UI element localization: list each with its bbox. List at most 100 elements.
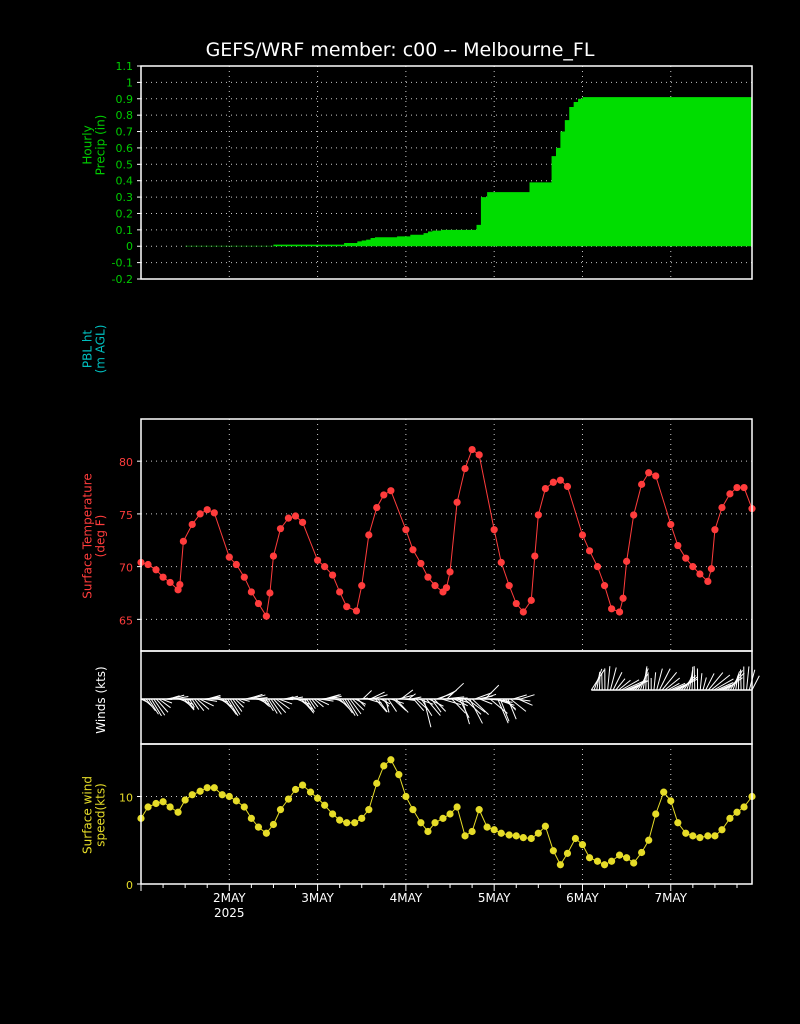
precip-tick-label-7: 0.4 <box>116 175 134 188</box>
temp-point-74 <box>689 563 697 571</box>
precip-tick-label-0: 1.1 <box>116 60 134 73</box>
wind-barb-131 <box>474 692 493 700</box>
speed-point-50 <box>505 831 513 839</box>
speed-point-74 <box>682 829 690 837</box>
speed-point-28 <box>343 819 351 827</box>
temp-point-13 <box>232 560 240 569</box>
wind-barb-east-27 <box>664 677 681 691</box>
precip-tick-label-3: 0.8 <box>116 109 134 122</box>
x-tick-label-3MAY: 3MAY <box>301 891 334 905</box>
speed-point-22 <box>298 781 307 789</box>
wind-barb-3 <box>148 698 159 715</box>
temp-point-45 <box>468 445 476 454</box>
wind-barb-20 <box>191 698 200 710</box>
speed-point-24 <box>313 794 322 802</box>
temp-point-57 <box>556 476 565 484</box>
wind-barb-6 <box>155 698 169 713</box>
wind-barb-99 <box>392 698 407 711</box>
wind-barb-east-12 <box>623 679 646 691</box>
temperature-y-axis-label: Surface Temperature(deg F) <box>81 473 108 599</box>
speed-point-63 <box>600 861 609 869</box>
precip-tick-label-10: 0.1 <box>116 224 134 237</box>
speed-point-81 <box>733 808 741 816</box>
speed-point-7 <box>188 791 196 799</box>
temp-point-43 <box>453 498 461 506</box>
wind-barb-east-52 <box>732 671 741 691</box>
wind-barb-96 <box>385 698 390 713</box>
temp-tick-label-2: 70 <box>119 562 133 575</box>
wind-barb-97 <box>387 698 397 712</box>
wind-barb-135 <box>484 684 500 700</box>
wind-barb-east-42 <box>705 673 715 691</box>
temp-point-30 <box>358 582 366 590</box>
x-tick-label-7MAY: 7MAY <box>654 891 687 905</box>
temp-point-52 <box>527 596 535 604</box>
precip-tick-label-5: 0.6 <box>116 142 134 155</box>
wind-barb-47 <box>260 698 269 707</box>
speed-point-42 <box>446 810 454 818</box>
speed-point-34 <box>387 756 395 764</box>
wind-barb-126 <box>461 698 470 725</box>
temp-point-78 <box>711 526 719 534</box>
speed-point-32 <box>373 779 381 787</box>
speed-point-20 <box>284 795 293 803</box>
speed-tick-label-1: 0 <box>126 879 133 892</box>
temp-tick-label-0: 80 <box>119 456 133 469</box>
temp-point-41 <box>442 584 451 592</box>
temp-point-3 <box>159 573 167 581</box>
wind-barb-east-45 <box>713 678 734 691</box>
temp-point-51 <box>519 608 527 616</box>
wind-barb-east-57 <box>746 666 750 691</box>
temp-point-26 <box>328 571 337 579</box>
wind-barb-east-55 <box>740 669 742 691</box>
wind-barb-east-38 <box>693 666 696 691</box>
temp-point-61 <box>593 563 602 571</box>
wind-barb-111 <box>423 698 432 728</box>
speed-point-61 <box>585 854 594 862</box>
speed-point-58 <box>563 849 572 857</box>
precip-tick-label-9: 0.2 <box>116 207 134 220</box>
wind-speed-panel: 10 0 Surface windspeed(kts) <box>81 743 756 892</box>
temp-point-65 <box>619 594 627 602</box>
precip-panel: 1.1 1 0.9 0.8 0.7 0.6 0.5 0.4 0.3 0.2 0.1 0 -0.1 -0.2… <box>81 60 753 286</box>
wind-barb-83 <box>352 698 365 711</box>
chart-title: GEFS/WRF member: c00 -- Melbourne_FL <box>206 39 595 61</box>
wind-barb-81 <box>346 698 359 717</box>
speed-point-16 <box>254 823 263 831</box>
temp-point-38 <box>424 573 432 581</box>
speed-point-38 <box>417 819 425 827</box>
temp-point-70 <box>652 472 660 480</box>
temp-point-58 <box>563 482 572 491</box>
wind-barb-69 <box>316 698 330 706</box>
wind-barb-east-46 <box>716 682 734 691</box>
speed-point-69 <box>645 836 653 844</box>
precip-y-axis-label: HourlyPrecip (in) <box>81 115 108 176</box>
speed-point-41 <box>439 814 447 822</box>
speed-point-29 <box>351 819 359 827</box>
wind-speed-y-axis-label: Surface windspeed(kts) <box>81 776 108 854</box>
wind-barb-east-53 <box>735 675 739 691</box>
speed-point-80 <box>726 814 734 822</box>
wind-barb-east-11 <box>621 679 640 691</box>
wind-barb-35 <box>229 698 241 715</box>
wind-barb-127 <box>464 698 482 715</box>
temp-point-1 <box>144 560 152 569</box>
wind-barb-east-40 <box>699 673 703 691</box>
temp-point-79 <box>718 503 726 512</box>
speed-point-36 <box>402 792 410 801</box>
temp-point-16 <box>254 599 263 608</box>
temp-point-33 <box>380 491 388 499</box>
temp-point-59 <box>578 531 587 539</box>
speed-point-43 <box>453 803 461 811</box>
temp-point-17 <box>262 612 270 620</box>
speed-point-17 <box>262 829 270 837</box>
speed-point-48 <box>490 826 498 834</box>
speed-point-8 <box>196 787 204 795</box>
wind-barb-east-37 <box>691 666 694 691</box>
temp-point-68 <box>638 480 646 488</box>
wind-barb-east-43 <box>708 672 724 691</box>
speed-point-30 <box>358 814 366 822</box>
speed-point-15 <box>247 814 255 822</box>
temp-point-29 <box>352 607 361 615</box>
wind-barb-66 <box>308 698 316 709</box>
